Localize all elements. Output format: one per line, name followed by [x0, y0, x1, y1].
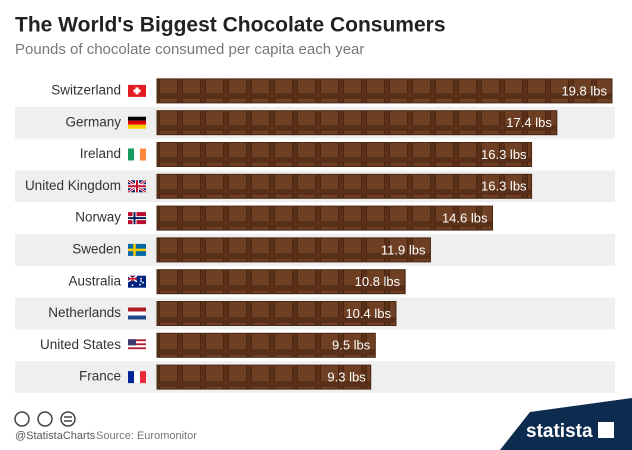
flag — [128, 307, 146, 312]
flag — [128, 345, 146, 348]
flag — [142, 281, 144, 284]
bar — [156, 301, 397, 326]
flag — [128, 120, 146, 125]
flag — [128, 307, 146, 320]
flag — [128, 243, 146, 256]
bar — [156, 364, 372, 390]
bar — [156, 173, 533, 199]
category-label: Germany — [65, 114, 121, 129]
category-label: United States — [40, 337, 121, 352]
flag — [128, 116, 146, 121]
flag — [128, 371, 146, 384]
flag — [128, 311, 146, 316]
flag — [139, 283, 141, 286]
value-label: 16.3 lbs — [481, 147, 527, 162]
value-label: 19.8 lbs — [561, 83, 607, 98]
flag — [134, 371, 140, 384]
source: Source: Euromonitor — [96, 430, 197, 442]
flag — [128, 148, 146, 161]
bar — [156, 332, 376, 358]
flag — [140, 371, 146, 384]
flag — [131, 284, 134, 287]
flag — [128, 339, 136, 346]
category-label: Netherlands — [48, 305, 121, 320]
bar — [156, 78, 613, 104]
flag — [128, 339, 146, 342]
flag — [128, 349, 146, 352]
flag — [140, 148, 146, 161]
flag — [128, 148, 134, 161]
flag — [134, 148, 140, 161]
value-label: 17.4 lbs — [506, 115, 552, 130]
value-label: 10.4 lbs — [345, 306, 391, 321]
brand: statista — [526, 421, 593, 442]
bar — [156, 110, 558, 136]
category-label: Ireland — [80, 146, 121, 161]
flag — [128, 212, 146, 225]
flag — [128, 315, 146, 320]
flag — [128, 371, 134, 384]
flag — [133, 89, 141, 93]
value-label: 14.6 lbs — [442, 211, 488, 226]
category-label: France — [79, 369, 121, 384]
flag — [128, 347, 146, 350]
value-label: 9.5 lbs — [332, 338, 371, 353]
bar — [156, 205, 494, 231]
category-label: Sweden — [72, 241, 121, 256]
flag — [127, 179, 147, 194]
chart-title: The World's Biggest Chocolate Consumers — [15, 14, 446, 37]
bar — [156, 269, 406, 295]
value-label: 9.3 lbs — [327, 370, 366, 385]
flag — [128, 124, 146, 129]
value-label: 16.3 lbs — [481, 179, 527, 194]
rows: Switzerland 19.8 lbs Germany 17.4 lbs Irelan… — [15, 78, 615, 393]
flag — [140, 277, 142, 280]
flag — [128, 212, 146, 225]
chart-subtitle: Pounds of chocolate consumed per capita … — [15, 41, 364, 58]
flag — [128, 243, 146, 256]
flag — [128, 341, 146, 344]
flag — [128, 339, 146, 352]
category-label: Australia — [68, 273, 121, 288]
brand-icon — [598, 422, 614, 438]
bar — [156, 142, 533, 167]
bar — [156, 237, 431, 263]
category-label: Switzerland — [51, 82, 121, 97]
flag — [128, 180, 146, 193]
flag — [140, 280, 142, 283]
category-label: Norway — [75, 210, 121, 225]
flag — [128, 84, 146, 97]
flag — [128, 116, 146, 129]
handle: @StatistaCharts — [15, 430, 96, 442]
value-label: 10.8 lbs — [355, 274, 401, 289]
flag — [128, 343, 146, 346]
license-icons — [14, 411, 76, 427]
category-label: United Kingdom — [25, 178, 121, 193]
flag — [127, 275, 146, 288]
value-label: 11.9 lbs — [381, 242, 426, 257]
flag — [128, 275, 137, 282]
